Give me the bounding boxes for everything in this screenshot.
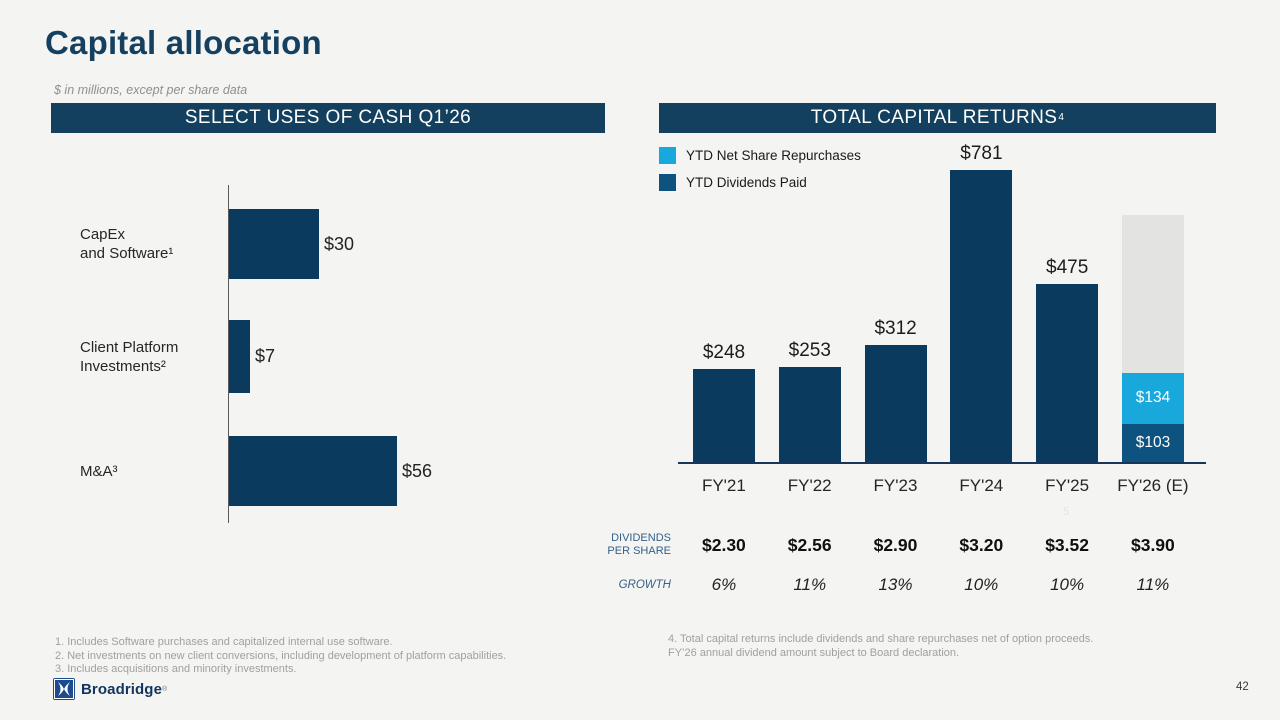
bar-value-label: $312 [874,318,917,340]
left-section-header: SELECT USES OF CASH Q1’26 [51,103,605,133]
table-cell: 10% [964,575,999,594]
legend-label: YTD Dividends Paid [686,175,807,190]
chart-legend: YTD Net Share Repurchases YTD Dividends P… [659,142,861,196]
x-axis-label: FY'21 [701,476,746,495]
category-label: CapEx and Software¹ [80,226,174,262]
table-cell: $2.90 [873,534,918,555]
bar-value-label: $781 [960,143,1003,164]
table-cell: 11% [1136,575,1170,594]
broadridge-logo-text: Broadridge [81,680,163,698]
x-axis-label: FY'23 [873,476,918,495]
bar-column: $475 [1036,257,1099,462]
bar-value-label: $475 [1046,257,1089,279]
footnote-line: 3. Includes acquisitions and minority in… [55,663,297,675]
footnote-line: 1. Includes Software purchases and capit… [55,636,393,648]
y-axis-line [228,185,229,523]
legend-swatch [659,174,676,191]
legend-swatch [659,147,676,164]
bar-segment: $103 [1122,423,1184,462]
page-title: Capital allocation [45,24,322,61]
right-section-header: TOTAL CAPITAL RETURNS 4 [659,103,1216,133]
bar-value-label: $56 [402,460,433,481]
bar-value-label: $30 [324,233,355,254]
segment-value-label: $134 [1135,389,1171,407]
bar [229,320,250,393]
bar-value-label: $253 [788,340,831,362]
broadridge-logo-icon [53,678,75,700]
units-note: $ in millions, except per share data [54,83,248,97]
table-cell: $2.56 [787,534,832,555]
table-cell: 6% [711,575,737,594]
bar-column: $103 $134 [1122,215,1184,462]
bar-column: $781 [950,143,1013,462]
dividends-per-share-row: DIVIDENDS PER SHARE $2.30 $2.56 $2.90 $3.20 $… [588,532,1196,558]
x-axis-label: FY'24 [959,476,1004,495]
bar [229,209,319,279]
table-row-label: GROWTH [618,578,671,591]
bar-column: $248 [693,342,755,462]
x-axis-label: FY'22 [787,476,832,495]
bar-segment [864,345,927,462]
footnote-line: FY’26 annual dividend amount subject to … [668,646,960,659]
table-cell: 10% [1050,575,1085,594]
legend-item: YTD Net Share Repurchases [659,142,861,169]
table-cell: 13% [878,575,913,594]
page-number: 42 [1236,681,1249,693]
bar-value-label: $248 [702,342,746,364]
footnotes-left: 1. Includes Software purchases and capit… [55,636,506,677]
registered-trademark-mark: ® [162,685,168,693]
capital-returns-chart: $248 $253 $312 $781 $475 $103 $134 [659,143,1216,464]
broadridge-logo: Broadridge ® [53,678,167,700]
x-axis-labels: FY'21 FY'22 FY'23 FY'24 FY'25 FY'26 (E) [681,476,1196,496]
footnote-line: 4. Total capital returns include dividen… [668,633,1094,645]
legend-item: YTD Dividends Paid [659,169,861,196]
uses-of-cash-chart: CapEx and Software¹ $30 Client Platform In… [0,0,640,560]
x-axis-label: FY'26 (E) [1117,476,1189,495]
bar-segment [693,369,755,462]
bar-segment: $134 [1122,373,1184,424]
bar-column: $312 [864,318,927,462]
footnote-line: 2. Net investments on new client convers… [55,649,507,662]
bar-value-label: $7 [255,346,276,366]
table-row-label: DIVIDENDS PER SHARE [607,532,671,557]
category-label: M&A³ [80,462,118,480]
table-cell: $3.90 [1130,534,1175,555]
category-label: Client Platform Investments² [80,338,179,375]
growth-row: GROWTH 6% 11% 13% 10% 10% 11% [588,575,1196,595]
bar-segment [778,367,841,462]
segment-value-label: $103 [1135,433,1171,451]
table-cell: $3.52 [1045,534,1089,555]
legend-label: YTD Net Share Repurchases [686,148,861,163]
table-cell: $2.30 [702,534,746,555]
bar-column: $253 [778,340,841,462]
bar [229,436,397,506]
footnotes-right: 4. Total capital returns include dividen… [668,633,1093,660]
left-section-header-label: SELECT USES OF CASH Q1’26 [184,107,472,128]
bar-segment [1036,284,1099,462]
x-axis-label: FY'25 [1045,476,1090,495]
table-cell: $3.20 [959,534,1004,555]
table-cell: 11% [793,575,827,594]
right-section-header-label: TOTAL CAPITAL RETURNS [810,107,1058,128]
bar-segment [950,170,1013,462]
bar-segment [1122,215,1184,374]
x-axis-line [678,462,1206,464]
faint-footnote-mark: 5 [1062,506,1070,518]
